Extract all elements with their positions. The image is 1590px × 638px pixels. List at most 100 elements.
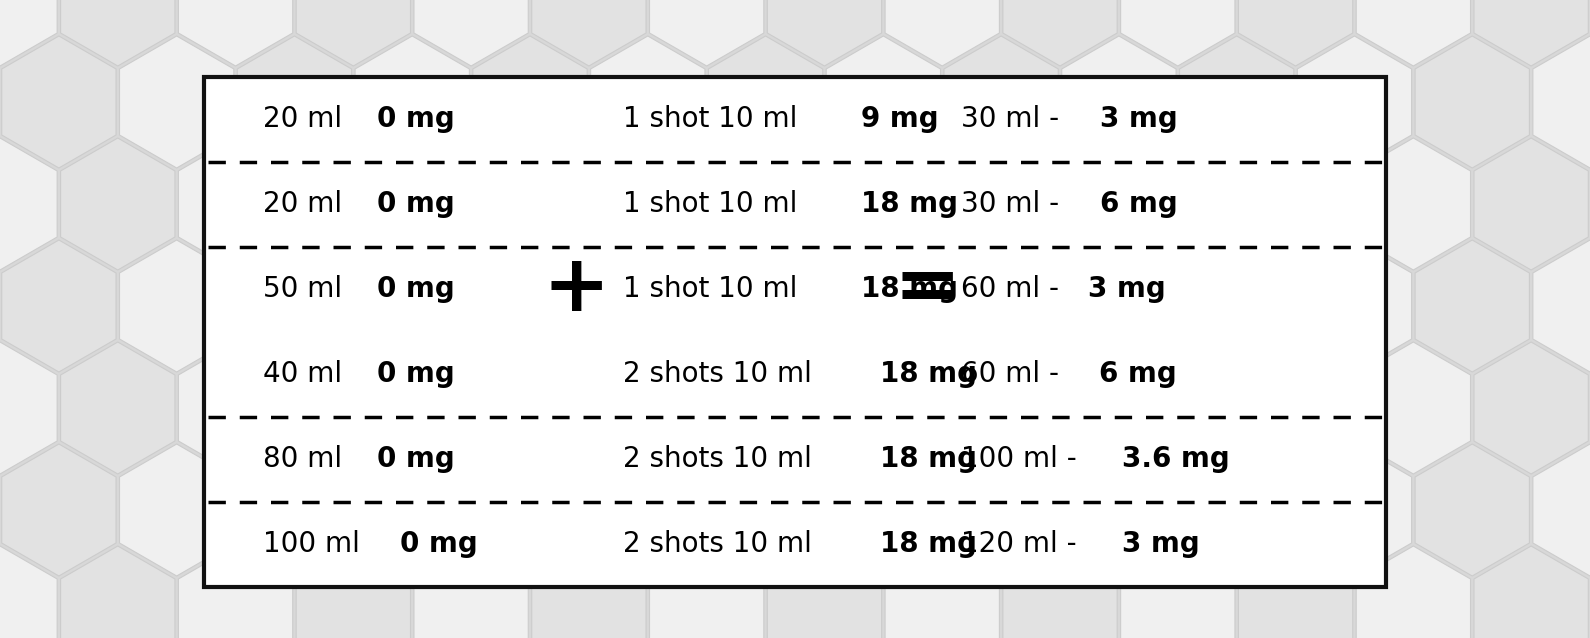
Polygon shape <box>590 240 704 372</box>
Polygon shape <box>2 240 116 372</box>
Text: 1 shot 10 ml: 1 shot 10 ml <box>623 275 806 303</box>
Polygon shape <box>886 546 1000 638</box>
Text: 3 mg: 3 mg <box>1100 105 1177 133</box>
Polygon shape <box>413 0 528 66</box>
Polygon shape <box>237 240 351 372</box>
Polygon shape <box>590 36 704 168</box>
Text: 9 mg: 9 mg <box>862 105 940 133</box>
Polygon shape <box>827 36 941 168</box>
Polygon shape <box>1356 342 1471 474</box>
Polygon shape <box>768 0 881 66</box>
Polygon shape <box>650 342 763 474</box>
Polygon shape <box>650 546 763 638</box>
Text: 30 ml -: 30 ml - <box>960 190 1067 218</box>
Polygon shape <box>1003 0 1118 66</box>
Polygon shape <box>886 0 1000 66</box>
Polygon shape <box>1062 36 1177 168</box>
Polygon shape <box>1239 0 1353 66</box>
Text: 0 mg: 0 mg <box>377 105 455 133</box>
Text: 20 ml: 20 ml <box>262 105 351 133</box>
Polygon shape <box>1180 36 1294 168</box>
Polygon shape <box>60 0 175 66</box>
Text: 0 mg: 0 mg <box>377 275 455 303</box>
FancyBboxPatch shape <box>204 77 1386 587</box>
Polygon shape <box>119 36 234 168</box>
Polygon shape <box>1474 342 1588 474</box>
Polygon shape <box>1180 444 1294 576</box>
Polygon shape <box>1239 138 1353 270</box>
Polygon shape <box>413 546 528 638</box>
Text: 2 shots 10 ml: 2 shots 10 ml <box>623 530 820 558</box>
Polygon shape <box>944 36 1059 168</box>
Polygon shape <box>650 0 763 66</box>
Polygon shape <box>1356 0 1471 66</box>
Polygon shape <box>944 240 1059 372</box>
Polygon shape <box>1003 546 1118 638</box>
Text: 3.6 mg: 3.6 mg <box>1123 445 1231 473</box>
Text: 100 ml -: 100 ml - <box>960 445 1086 473</box>
Polygon shape <box>827 240 941 372</box>
Text: =: = <box>894 250 962 328</box>
Text: 60 ml -: 60 ml - <box>960 275 1059 303</box>
Polygon shape <box>472 36 587 168</box>
Text: 100 ml: 100 ml <box>262 530 369 558</box>
Polygon shape <box>355 240 469 372</box>
Polygon shape <box>709 240 822 372</box>
Polygon shape <box>1297 240 1412 372</box>
Polygon shape <box>296 138 410 270</box>
Polygon shape <box>531 546 646 638</box>
Polygon shape <box>2 444 116 576</box>
Text: 18 mg: 18 mg <box>881 360 978 389</box>
Polygon shape <box>296 546 410 638</box>
Polygon shape <box>886 342 1000 474</box>
Polygon shape <box>1121 342 1235 474</box>
Polygon shape <box>355 36 469 168</box>
Text: 6 mg: 6 mg <box>1100 190 1177 218</box>
Polygon shape <box>1121 138 1235 270</box>
Polygon shape <box>1356 138 1471 270</box>
Polygon shape <box>1239 546 1353 638</box>
Polygon shape <box>60 342 175 474</box>
Polygon shape <box>237 36 351 168</box>
Polygon shape <box>1121 0 1235 66</box>
Polygon shape <box>1003 138 1118 270</box>
Polygon shape <box>413 138 528 270</box>
Polygon shape <box>178 0 293 66</box>
Polygon shape <box>1474 138 1588 270</box>
Polygon shape <box>1297 444 1412 576</box>
Text: 3 mg: 3 mg <box>1123 530 1200 558</box>
Polygon shape <box>60 138 175 270</box>
Polygon shape <box>1356 546 1471 638</box>
Polygon shape <box>60 546 175 638</box>
Text: 0 mg: 0 mg <box>377 360 455 389</box>
Text: 2 shots 10 ml: 2 shots 10 ml <box>623 445 820 473</box>
Polygon shape <box>531 0 646 66</box>
Polygon shape <box>1062 240 1177 372</box>
Polygon shape <box>768 138 881 270</box>
Polygon shape <box>119 444 234 576</box>
Text: 0 mg: 0 mg <box>401 530 477 558</box>
Polygon shape <box>0 342 57 474</box>
Polygon shape <box>1121 546 1235 638</box>
Text: 60 ml -: 60 ml - <box>960 360 1067 389</box>
Polygon shape <box>472 240 587 372</box>
Polygon shape <box>531 138 646 270</box>
Polygon shape <box>531 342 646 474</box>
Polygon shape <box>1415 444 1530 576</box>
Polygon shape <box>1533 444 1590 576</box>
Polygon shape <box>1297 36 1412 168</box>
Text: 6 mg: 6 mg <box>1099 360 1177 389</box>
Polygon shape <box>590 444 704 576</box>
Text: +: + <box>542 250 611 328</box>
Polygon shape <box>709 36 822 168</box>
Polygon shape <box>1474 0 1588 66</box>
Text: 50 ml: 50 ml <box>262 275 351 303</box>
Polygon shape <box>178 342 293 474</box>
Polygon shape <box>1415 36 1530 168</box>
Text: 3 mg: 3 mg <box>1088 275 1165 303</box>
Polygon shape <box>472 444 587 576</box>
Polygon shape <box>119 240 234 372</box>
Text: 0 mg: 0 mg <box>377 190 455 218</box>
Text: 18 mg: 18 mg <box>881 530 978 558</box>
Polygon shape <box>709 444 822 576</box>
